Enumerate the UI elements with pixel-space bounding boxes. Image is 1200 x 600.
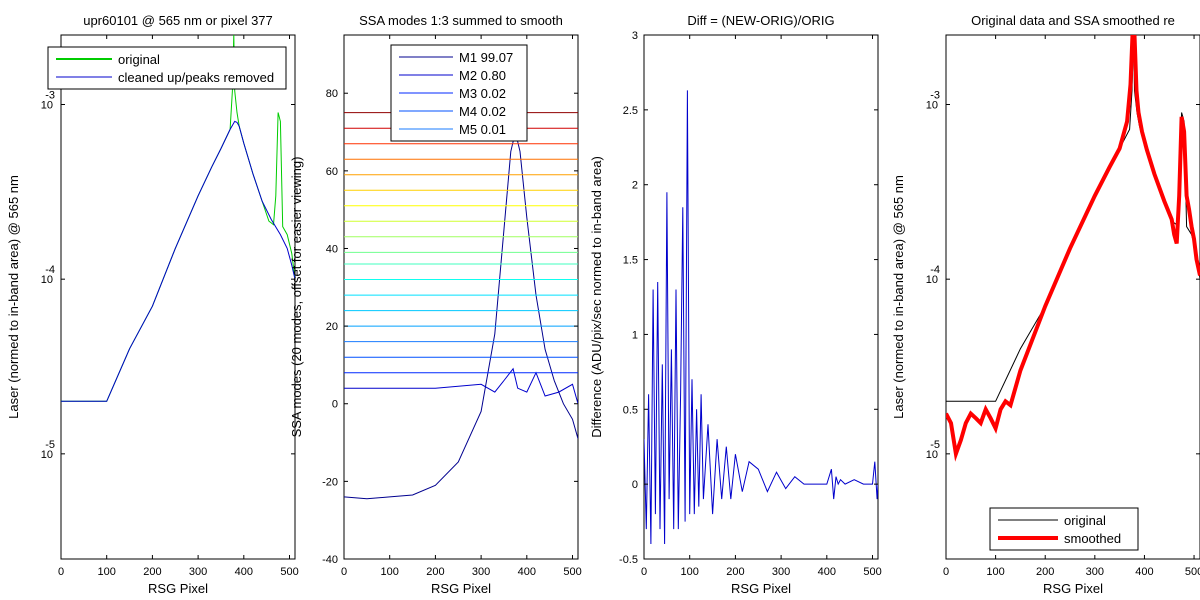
x-tick-label: 400 [518, 566, 536, 578]
chart-title: Original data and SSA smoothed re [971, 13, 1175, 28]
y-axis-label: Difference (ADU/pix/sec normed to in-ban… [589, 156, 604, 438]
y-tick-label: 0.5 [623, 404, 638, 416]
x-tick-label: 100 [98, 566, 116, 578]
x-tick-label: 200 [1036, 566, 1054, 578]
x-tick-label: 300 [189, 566, 207, 578]
y-tick-exponent: -5 [930, 439, 940, 451]
y-tick-label: -0.5 [619, 554, 638, 566]
y-tick-label: 20 [326, 321, 338, 333]
y-tick-exponent: -3 [930, 90, 940, 102]
legend-box [47, 46, 287, 90]
x-tick-label: 0 [641, 566, 647, 578]
x-tick-label: 500 [863, 566, 881, 578]
legend-label: original [1064, 513, 1106, 528]
y-tick-exponent: -4 [930, 264, 940, 276]
plot-area-4 [945, 34, 1200, 560]
x-tick-label: 200 [426, 566, 444, 578]
x-tick-label: 200 [143, 566, 161, 578]
x-tick-label: 100 [381, 566, 399, 578]
legend-label: M5 0.01 [459, 122, 506, 137]
series-line-2-2 [344, 367, 578, 404]
y-tick-label: -20 [322, 476, 338, 488]
x-tick-label: 100 [986, 566, 1004, 578]
legend-label: M4 0.02 [459, 104, 506, 119]
y-tick-exponent: -4 [45, 264, 55, 276]
y-tick-label: 1.5 [623, 255, 638, 267]
x-tick-label: 400 [235, 566, 253, 578]
y-tick-label: -40 [322, 554, 338, 566]
y-tick-label: 10 [926, 100, 938, 112]
y-tick-exponent: -5 [45, 439, 55, 451]
x-tick-label: 500 [280, 566, 298, 578]
legend-label: cleaned up/peaks removed [118, 70, 274, 85]
plot-area-1 [60, 34, 296, 560]
x-axis-label: RSG Pixel [731, 581, 791, 596]
x-tick-label: 0 [58, 566, 64, 578]
x-tick-label: 400 [1135, 566, 1153, 578]
y-tick-label: 10 [41, 100, 53, 112]
y-tick-label: 60 [326, 166, 338, 178]
y-tick-label: 1 [632, 329, 638, 341]
y-tick-label: 10 [926, 449, 938, 461]
y-tick-label: 10 [41, 274, 53, 286]
legend-label: smoothed [1064, 531, 1121, 546]
x-tick-label: 300 [472, 566, 490, 578]
x-tick-label: 100 [681, 566, 699, 578]
series-line-1-2 [61, 120, 295, 402]
x-tick-label: 200 [726, 566, 744, 578]
y-tick-label: 0 [632, 479, 638, 491]
x-tick-label: 500 [563, 566, 581, 578]
y-tick-label: 10 [41, 449, 53, 461]
x-axis-label: RSG Pixel [431, 581, 491, 596]
legend-box [989, 507, 1139, 551]
y-axis-label: Laser (normed to in-band area) @ 565 nm [6, 175, 21, 419]
x-tick-label: 500 [1185, 566, 1200, 578]
x-axis-label: RSG Pixel [148, 581, 208, 596]
x-tick-label: 0 [341, 566, 347, 578]
legend-label: M3 0.02 [459, 86, 506, 101]
y-tick-label: 40 [326, 243, 338, 255]
y-tick-label: 0 [332, 399, 338, 411]
series-line-2-1 [344, 131, 578, 500]
y-axis-label: Laser (normed to in-band area) @ 565 nm [891, 175, 906, 419]
series-line-3-1 [644, 90, 878, 545]
y-tick-label: 10 [926, 274, 938, 286]
x-tick-label: 0 [943, 566, 949, 578]
chart-title: upr60101 @ 565 nm or pixel 377 [83, 13, 273, 28]
chart-title: SSA modes 1:3 summed to smooth [359, 13, 563, 28]
x-tick-label: 300 [1086, 566, 1104, 578]
chart-title: Diff = (NEW-ORIG)/ORIG [687, 13, 834, 28]
x-tick-label: 300 [772, 566, 790, 578]
y-axis-label: SSA modes (20 modes, offset for easier v… [289, 157, 304, 438]
x-axis-label: RSG Pixel [1043, 581, 1103, 596]
y-tick-label: 80 [326, 88, 338, 100]
y-tick-label: 2 [632, 180, 638, 192]
y-tick-label: 3 [632, 30, 638, 42]
y-tick-label: 2.5 [623, 105, 638, 117]
legend-label: original [118, 52, 160, 67]
series-line-4-2 [946, 35, 1200, 462]
legend-label: M2 0.80 [459, 68, 506, 83]
x-tick-label: 400 [818, 566, 836, 578]
y-tick-exponent: -3 [45, 90, 55, 102]
legend-label: M1 99.07 [459, 50, 513, 65]
